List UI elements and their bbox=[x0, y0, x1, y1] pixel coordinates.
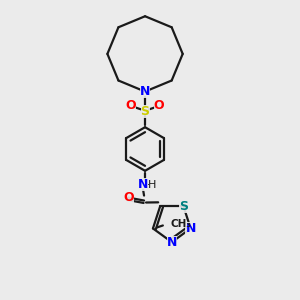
Text: H: H bbox=[148, 180, 156, 190]
Text: N: N bbox=[185, 222, 196, 235]
Text: S: S bbox=[179, 200, 188, 213]
Text: N: N bbox=[138, 178, 148, 191]
Text: O: O bbox=[123, 191, 134, 204]
Text: N: N bbox=[140, 85, 150, 98]
Text: ·: · bbox=[147, 180, 150, 190]
Text: O: O bbox=[154, 99, 164, 112]
Text: S: S bbox=[140, 105, 149, 118]
Text: N: N bbox=[167, 236, 177, 249]
Text: O: O bbox=[126, 99, 136, 112]
Text: CH₃: CH₃ bbox=[171, 220, 192, 230]
